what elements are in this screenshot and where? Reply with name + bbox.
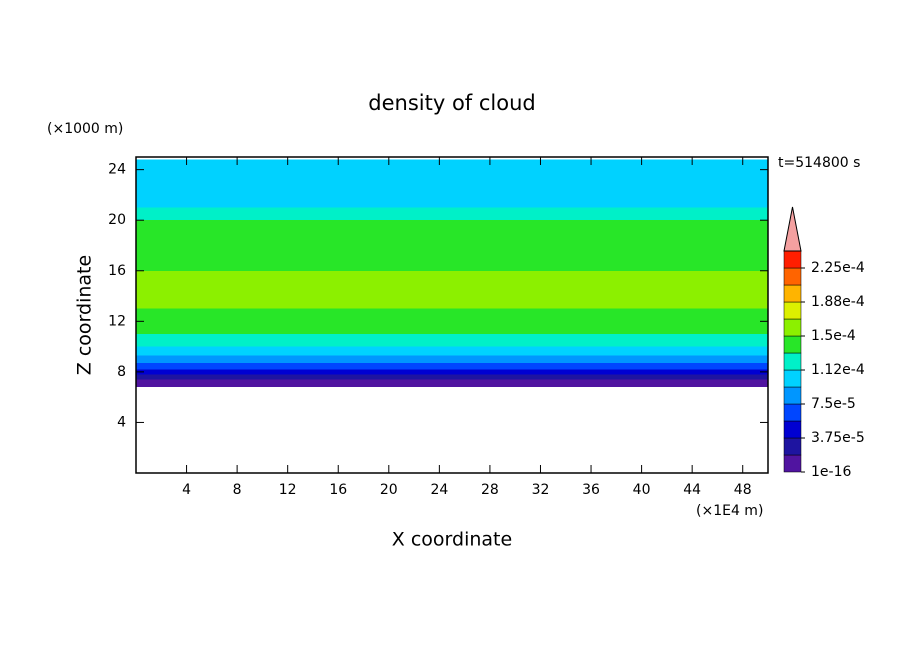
x-tick-label: 36 xyxy=(582,482,600,498)
x-tick-label: 8 xyxy=(233,482,242,498)
contour-band xyxy=(136,270,768,309)
colorbar-band xyxy=(783,352,802,371)
y-unit: (×1000 m) xyxy=(47,121,123,137)
y-tick-label: 8 xyxy=(117,364,126,380)
contour-band xyxy=(136,346,768,356)
y-tick-label: 4 xyxy=(117,414,126,430)
colorbar-label: 1.5e-4 xyxy=(811,328,856,344)
contour-band xyxy=(136,369,768,375)
plot-frame xyxy=(135,156,769,474)
colorbar-band xyxy=(783,301,802,320)
contour-band xyxy=(136,363,768,370)
x-tick-label: 32 xyxy=(532,482,550,498)
colorbar-band xyxy=(783,284,802,303)
x-tick-label: 28 xyxy=(481,482,499,498)
colorbar-label: 7.5e-5 xyxy=(811,396,856,412)
colorbar-label: 1.12e-4 xyxy=(811,362,865,378)
y-tick-label: 24 xyxy=(108,162,126,178)
contour-band xyxy=(136,374,768,380)
contour-band xyxy=(136,251,768,271)
colorbar-band xyxy=(783,386,802,405)
x-tick-label: 24 xyxy=(430,482,448,498)
chart-title: density of cloud xyxy=(368,91,535,115)
colorbar-extend xyxy=(783,206,802,252)
y-tick-label: 20 xyxy=(108,212,126,228)
colorbar-band xyxy=(783,369,802,388)
y-tick-label: 16 xyxy=(108,263,126,279)
y-tick-label: 12 xyxy=(108,313,126,329)
x-tick-label: 4 xyxy=(182,482,191,498)
colorbar-label: 3.75e-5 xyxy=(811,430,865,446)
contour-band xyxy=(136,207,768,221)
contour-band xyxy=(136,355,768,364)
colorbar-band xyxy=(783,437,802,456)
colorbar-band xyxy=(783,454,802,473)
colorbar-label: 2.25e-4 xyxy=(811,260,865,276)
time-annotation: t=514800 s xyxy=(778,155,860,171)
contour-band xyxy=(136,379,768,388)
x-axis-label: X coordinate xyxy=(392,529,512,551)
x-tick-label: 48 xyxy=(734,482,752,498)
colorbar-label: 1.88e-4 xyxy=(811,294,865,310)
contour-band xyxy=(136,159,768,208)
x-tick-label: 20 xyxy=(380,482,398,498)
colorbar-band xyxy=(783,267,802,286)
colorbar-band xyxy=(783,335,802,354)
contour-band xyxy=(136,321,768,334)
contour-band xyxy=(136,308,768,322)
x-tick-label: 40 xyxy=(633,482,651,498)
x-tick-label: 12 xyxy=(279,482,297,498)
colorbar-band xyxy=(783,318,802,337)
colorbar-band xyxy=(783,420,802,439)
x-unit: (×1E4 m) xyxy=(696,503,763,519)
colorbar-band xyxy=(783,250,802,269)
contour-band xyxy=(136,220,768,252)
y-axis-label: Z coordinate xyxy=(74,255,96,375)
x-tick-label: 44 xyxy=(683,482,701,498)
colorbar-band xyxy=(783,403,802,422)
colorbar-label: 1e-16 xyxy=(811,464,851,480)
contour-band xyxy=(136,333,768,347)
x-tick-label: 16 xyxy=(329,482,347,498)
